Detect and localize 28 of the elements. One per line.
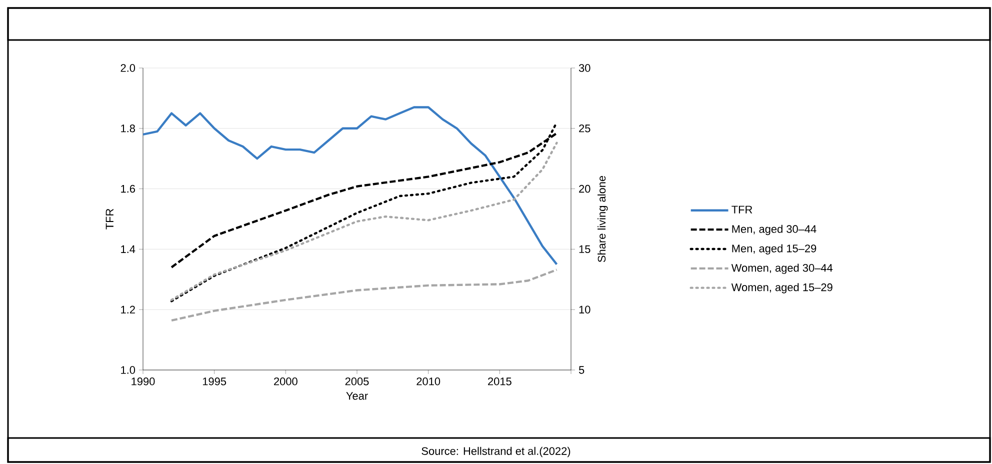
y-axis-title: TFR bbox=[106, 208, 114, 230]
legend-label: Men, aged 15–29 bbox=[732, 244, 816, 254]
y2-tick-label: 30 bbox=[578, 64, 590, 72]
x-tick-label: 2010 bbox=[416, 378, 440, 386]
x-tick-label: 2005 bbox=[345, 378, 369, 386]
y-tick-label: 1.6 bbox=[121, 184, 135, 193]
y2-tick-label: 10 bbox=[579, 306, 590, 314]
y2-axis-title: Share living alone bbox=[598, 176, 608, 262]
x-tick-label: 1995 bbox=[202, 378, 226, 386]
legend-label: Men, aged 30–44 bbox=[732, 224, 816, 236]
source-note: Source: Hellstrand et al.(2022) bbox=[422, 446, 570, 458]
x-axis-title: Year bbox=[346, 392, 368, 400]
y2-tick-label: 5 bbox=[578, 366, 584, 374]
legend-label: TFR bbox=[732, 206, 752, 214]
y-tick-label: 1.2 bbox=[121, 306, 135, 314]
y-tick-label: 1.4 bbox=[121, 245, 136, 253]
x-tick-label: 2015 bbox=[488, 378, 512, 386]
y-tick-label: 2.0 bbox=[120, 64, 136, 72]
x-tick-label: 1990 bbox=[132, 378, 155, 386]
y2-tick-label: 25 bbox=[579, 124, 590, 132]
line-series bbox=[170, 268, 558, 322]
y-tick-label: 1.8 bbox=[121, 124, 135, 132]
legend-label: Women, aged 30–44 bbox=[731, 264, 833, 274]
y2-tick-label: 15 bbox=[579, 245, 590, 254]
legend-label: Women, aged 15–29 bbox=[731, 283, 832, 294]
y2-tick-label: 20 bbox=[579, 184, 590, 193]
y-tick-label: 1.0 bbox=[121, 366, 136, 374]
x-tick-label: 2000 bbox=[274, 378, 298, 386]
